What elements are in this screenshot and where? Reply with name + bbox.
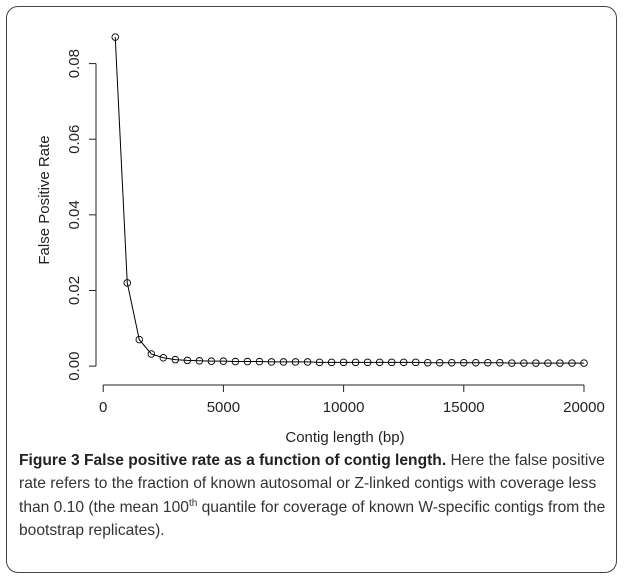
data-point [243, 357, 252, 366]
y-axis-label: False Positive Rate [36, 135, 53, 264]
y-tick-label: 0.00 [66, 351, 83, 380]
data-point [375, 358, 384, 367]
chart: Contig length (bp) False Positive Rate 0… [36, 33, 605, 445]
data-point [520, 359, 528, 367]
data-point [135, 335, 144, 344]
data-point [436, 358, 444, 367]
data-point [315, 358, 324, 367]
data-point [219, 357, 228, 365]
x-tick-label: 10000 [323, 399, 365, 416]
data-point [460, 358, 468, 367]
caption-text: Here the false positive rate refers to t… [19, 452, 605, 516]
data-point [484, 358, 492, 367]
y-tick-label: 0.06 [66, 125, 83, 154]
data-point [291, 358, 300, 366]
data-point [351, 358, 360, 367]
y-tick-label: 0.04 [66, 200, 83, 229]
data-point [255, 357, 264, 366]
x-axis-label: Contig length (bp) [285, 429, 404, 445]
caption-title: Figure 3 False positive rate as a functi… [19, 452, 447, 469]
x-tick-label: 0 [99, 399, 107, 416]
data-point [123, 279, 131, 287]
data-point [556, 359, 564, 367]
data-point [399, 358, 408, 367]
caption: Figure 3 False positive rate as a functi… [19, 449, 615, 543]
x-tick-label: 15000 [443, 399, 485, 416]
data-point [568, 359, 576, 367]
series-line [114, 37, 584, 364]
y-tick-label: 0.02 [66, 276, 83, 305]
figure-frame [6, 6, 617, 573]
caption-text: quantile for coverage of known W-specifi… [19, 498, 606, 540]
data-point [171, 355, 180, 364]
data-point [159, 354, 168, 362]
data-point [303, 358, 312, 366]
data-point [327, 358, 336, 367]
data-point [544, 359, 552, 367]
x-tick-label: 20000 [563, 399, 605, 416]
data-point [183, 356, 192, 365]
data-point [231, 357, 240, 366]
data-point [267, 358, 276, 366]
caption-superscript: th [188, 497, 198, 509]
x-tick-label: 5000 [207, 399, 240, 416]
data-point [363, 358, 372, 367]
data-point [508, 359, 516, 367]
data-point [279, 358, 288, 366]
data-point [472, 358, 480, 367]
data-point [387, 358, 396, 367]
data-point [423, 358, 432, 367]
data-point [339, 358, 348, 367]
data-point [448, 358, 456, 367]
data-point [580, 359, 588, 367]
data-point [195, 357, 204, 365]
data-point [147, 350, 156, 358]
data-point [111, 33, 119, 41]
data-point [207, 357, 216, 365]
data-point [532, 359, 540, 367]
data-point [496, 358, 504, 367]
y-tick-label: 0.08 [66, 49, 83, 78]
data-point [411, 358, 420, 367]
